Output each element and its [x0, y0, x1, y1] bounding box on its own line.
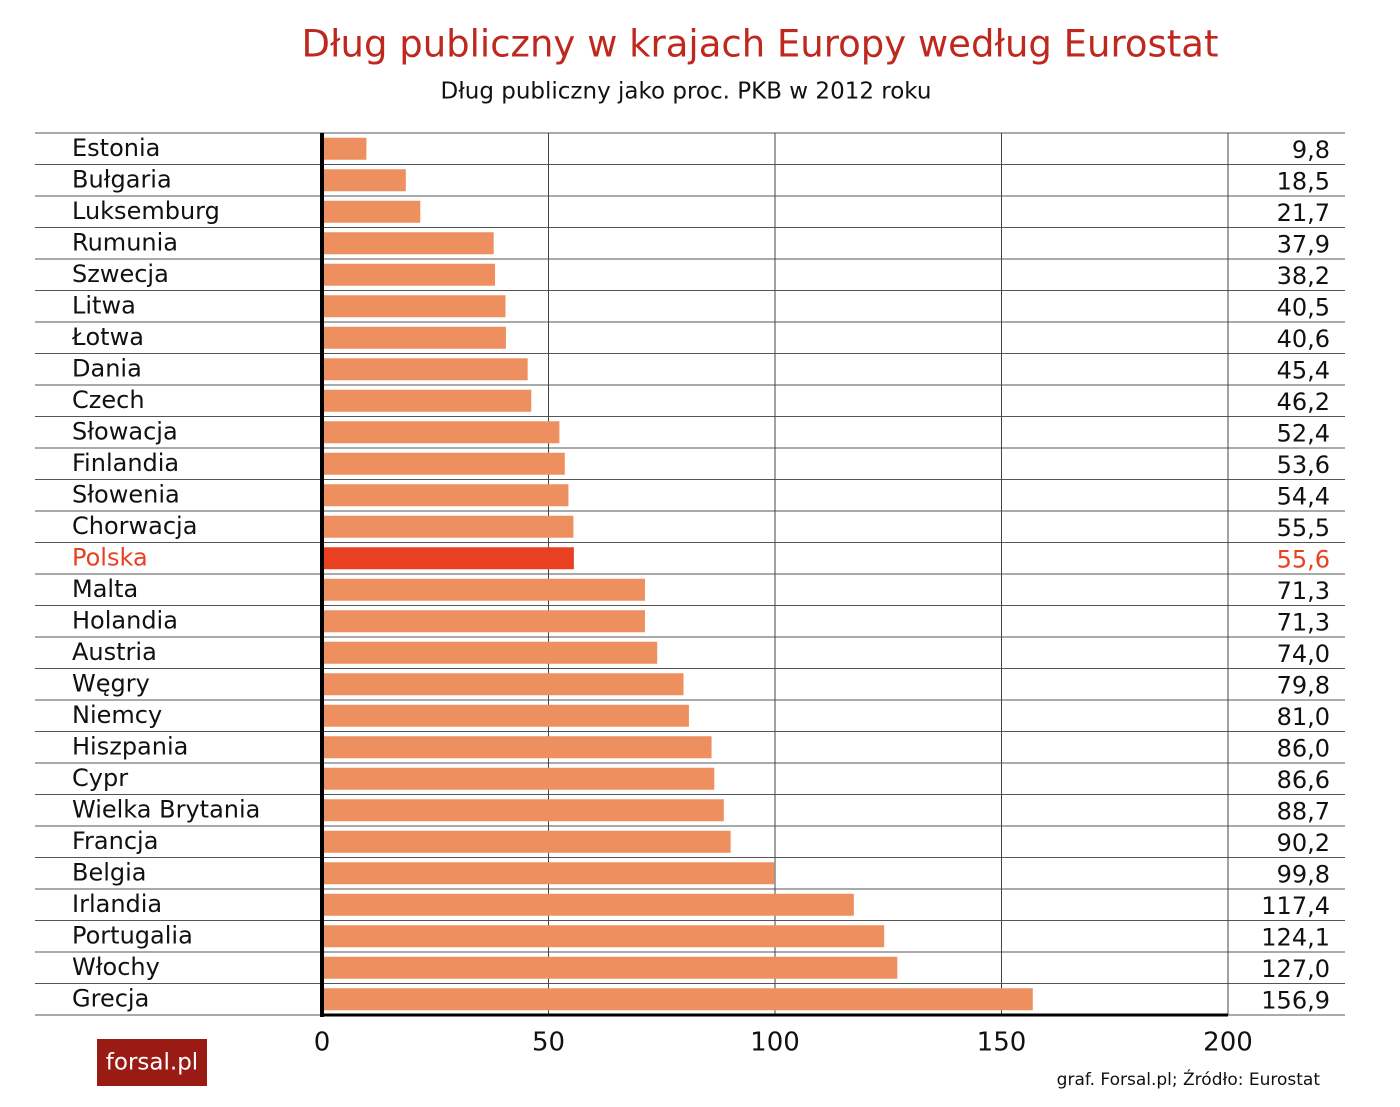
value-label: 156,9	[1261, 986, 1330, 1014]
bar	[322, 862, 775, 885]
logo-box	[97, 1039, 207, 1086]
category-label: Bułgaria	[72, 165, 172, 193]
bar	[322, 232, 494, 255]
category-label: Estonia	[72, 134, 160, 162]
value-label: 99,8	[1277, 860, 1330, 888]
category-label: Słowenia	[72, 480, 180, 508]
value-label: 40,5	[1277, 293, 1330, 321]
category-label: Węgry	[72, 669, 150, 697]
category-label: Łotwa	[71, 323, 144, 351]
value-label: 55,5	[1277, 514, 1330, 542]
value-label: 88,7	[1277, 797, 1330, 825]
x-tick-label: 50	[532, 1028, 565, 1058]
bar	[322, 610, 645, 633]
category-label: Wielka Brytania	[72, 795, 260, 823]
category-label: Hiszpania	[72, 732, 188, 760]
chart-title: Dług publiczny w krajach Europy według E…	[302, 23, 1219, 66]
value-label: 54,4	[1277, 482, 1330, 510]
value-label: 127,0	[1261, 955, 1330, 983]
category-label: Słowacja	[72, 417, 178, 445]
category-label: Francja	[72, 827, 158, 855]
x-tick-label: 0	[314, 1028, 331, 1058]
bar	[322, 547, 574, 570]
bar	[322, 799, 724, 822]
bar	[322, 578, 645, 601]
bar	[322, 767, 715, 790]
value-label: 40,6	[1277, 325, 1330, 353]
bar	[322, 893, 854, 916]
value-label: 71,3	[1277, 608, 1330, 636]
category-label: Dania	[72, 354, 142, 382]
value-label: 124,1	[1261, 923, 1330, 951]
value-label: 52,4	[1277, 419, 1330, 447]
x-tick-label: 100	[750, 1028, 800, 1058]
bar	[322, 736, 712, 759]
bar	[322, 641, 658, 664]
value-label: 86,6	[1277, 766, 1330, 794]
category-label: Austria	[72, 638, 157, 666]
bar	[322, 484, 569, 507]
category-label: Malta	[72, 575, 138, 603]
chart-subtitle: Dług publiczny jako proc. PKB w 2012 rok…	[441, 79, 932, 105]
category-label: Holandia	[72, 606, 178, 634]
category-label: Chorwacja	[72, 512, 197, 540]
category-label: Niemcy	[72, 701, 162, 729]
value-label: 86,0	[1277, 734, 1330, 762]
category-label: Włochy	[72, 953, 160, 981]
logo: forsal.pl	[106, 1050, 198, 1076]
x-tick-label: 150	[977, 1028, 1027, 1058]
value-label: 117,4	[1261, 892, 1330, 920]
category-label: Portugalia	[72, 921, 193, 949]
category-label: Szwecja	[72, 260, 169, 288]
value-label: 18,5	[1277, 167, 1330, 195]
category-label: Belgia	[72, 858, 147, 886]
value-label: 9,8	[1292, 136, 1330, 164]
category-label: Polska	[72, 543, 148, 571]
bar	[322, 452, 565, 475]
value-label: 38,2	[1277, 262, 1330, 290]
category-label: Czech	[72, 386, 145, 414]
category-label: Luksemburg	[72, 197, 220, 225]
bar	[322, 673, 684, 696]
bar	[322, 704, 689, 727]
value-label: 45,4	[1277, 356, 1330, 384]
category-label: Cypr	[72, 764, 128, 792]
bar	[322, 326, 506, 349]
x-tick-label: 200	[1203, 1028, 1253, 1058]
category-label: Litwa	[72, 291, 136, 319]
bar	[322, 389, 532, 412]
source: graf. Forsal.pl; Źródło: Eurostat	[1057, 1068, 1321, 1090]
value-label: 53,6	[1277, 451, 1330, 479]
value-label: 79,8	[1277, 671, 1330, 699]
bar	[322, 956, 898, 979]
bar	[322, 830, 731, 853]
bar	[322, 925, 885, 948]
bar	[322, 421, 560, 444]
bar	[322, 263, 496, 286]
bar	[322, 169, 406, 192]
category-label: Irlandia	[72, 890, 162, 918]
value-label: 71,3	[1277, 577, 1330, 605]
bar	[322, 515, 574, 538]
category-label: Grecja	[72, 984, 149, 1012]
bar	[322, 988, 1033, 1011]
bar	[322, 137, 367, 160]
bar	[322, 358, 528, 381]
value-label: 90,2	[1277, 829, 1330, 857]
value-label: 74,0	[1277, 640, 1330, 668]
value-label: 46,2	[1277, 388, 1330, 416]
value-label: 55,6	[1277, 545, 1330, 573]
value-label: 37,9	[1277, 230, 1330, 258]
bar	[322, 200, 421, 223]
category-label: Rumunia	[72, 228, 178, 256]
value-label: 21,7	[1277, 199, 1330, 227]
bar	[322, 295, 506, 318]
category-label: Finlandia	[72, 449, 179, 477]
value-label: 81,0	[1277, 703, 1330, 731]
